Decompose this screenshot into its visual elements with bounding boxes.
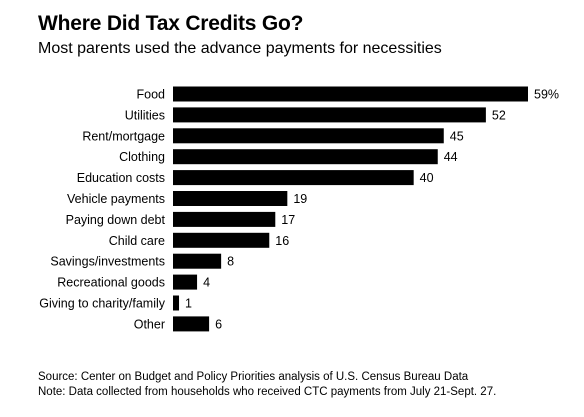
- value-label-rent-mortgage: 45: [450, 129, 464, 143]
- bar-utilities: [173, 107, 486, 123]
- value-label-utilities: 52: [492, 108, 506, 122]
- value-label-savings-investments: 8: [227, 255, 234, 269]
- bar-child-care: [173, 232, 270, 248]
- category-label-vehicle-payments: Vehicle payments: [67, 192, 165, 206]
- category-label-education-costs: Education costs: [77, 171, 165, 185]
- category-label-clothing: Clothing: [119, 150, 165, 164]
- category-label-paying-down-debt: Paying down debt: [66, 213, 166, 227]
- source-note: Source: Center on Budget and Policy Prio…: [38, 370, 496, 400]
- bar-recreational-goods: [173, 274, 198, 290]
- chart-title: Where Did Tax Credits Go?: [38, 12, 304, 35]
- source-text: Source: Center on Budget and Policy Prio…: [38, 371, 469, 383]
- category-label-food: Food: [137, 88, 166, 102]
- category-label-utilities: Utilities: [125, 108, 165, 122]
- bar-rent-mortgage: [173, 128, 444, 144]
- bar-paying-down-debt: [173, 211, 276, 227]
- category-label-giving-to-charity-family: Giving to charity/family: [39, 297, 165, 311]
- value-label-paying-down-debt: 17: [281, 213, 295, 227]
- category-label-savings-investments: Savings/investments: [50, 255, 165, 269]
- value-label-other: 6: [215, 317, 222, 331]
- category-label-rent-mortgage: Rent/mortgage: [82, 129, 165, 143]
- value-label-education-costs: 40: [420, 171, 434, 185]
- note-text: Note: Data collected from households who…: [38, 386, 497, 398]
- bar-vehicle-payments: [173, 191, 288, 206]
- category-label-other: Other: [134, 317, 165, 331]
- bar-education-costs: [173, 170, 414, 186]
- value-label-clothing: 44: [444, 150, 458, 164]
- value-label-giving-to-charity-family: 1: [185, 297, 192, 311]
- value-label-recreational-goods: 4: [203, 276, 210, 290]
- category-label-recreational-goods: Recreational goods: [57, 276, 165, 290]
- bar-giving-to-charity-family: [173, 295, 180, 311]
- bar-clothing: [173, 149, 438, 165]
- chart-subtitle: Most parents used the advance payments f…: [38, 40, 442, 57]
- bar-savings-investments: [173, 253, 222, 269]
- bar-other: [173, 316, 210, 332]
- bar-chart: Food 59% Utilities 52 Rent/mortgage 45 Clothin…: [39, 86, 559, 332]
- bar-food: [173, 86, 528, 102]
- value-label-food: 59%: [534, 88, 559, 102]
- category-label-child-care: Child care: [109, 234, 165, 248]
- value-label-vehicle-payments: 19: [293, 192, 307, 206]
- value-label-child-care: 16: [275, 234, 289, 248]
